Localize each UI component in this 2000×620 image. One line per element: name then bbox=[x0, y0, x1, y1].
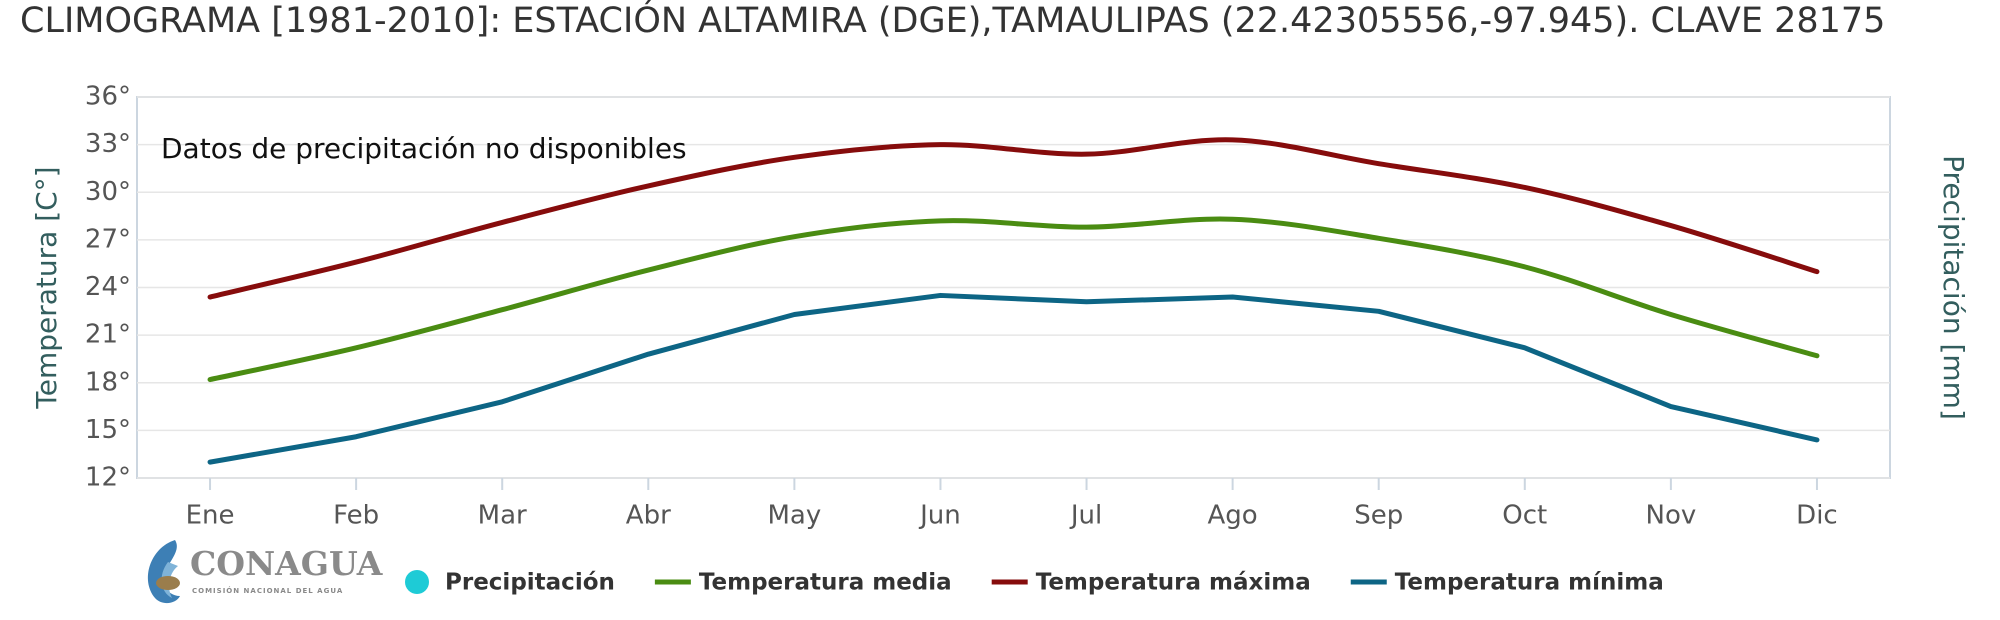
legend-item: Temperatura media bbox=[654, 570, 952, 596]
x-tick-label: Oct bbox=[1502, 501, 1547, 531]
x-tick-label: Jul bbox=[1069, 501, 1102, 531]
chart-title: CLIMOGRAMA [1981-2010]: ESTACIÓN ALTAMIR… bbox=[20, 1, 1886, 41]
y-axis-title: Temperatura [C°] bbox=[30, 166, 63, 409]
legend-item: Precipitación bbox=[405, 570, 615, 596]
logo-name: CONAGUA bbox=[190, 544, 383, 583]
y-tick-label: 18° bbox=[85, 367, 131, 397]
legend-item: Temperatura mínima bbox=[1350, 570, 1664, 596]
y2-axis-title: Precipitación [mm] bbox=[1937, 155, 1970, 420]
logo-icon bbox=[147, 540, 180, 604]
x-tick-label: Jun bbox=[918, 501, 961, 531]
y-tick-label: 27° bbox=[85, 224, 131, 254]
x-tick-label: May bbox=[767, 501, 821, 531]
legend-item: Temperatura máxima bbox=[991, 570, 1311, 596]
logo-subtitle: COMISIÓN NACIONAL DEL AGUA bbox=[192, 586, 343, 595]
x-tick-label: Ago bbox=[1208, 501, 1258, 531]
legend-label: Temperatura mínima bbox=[1395, 570, 1664, 596]
legend-label: Temperatura media bbox=[699, 570, 952, 596]
legend-label: Temperatura máxima bbox=[1036, 570, 1311, 596]
legend-label: Precipitación bbox=[445, 570, 615, 596]
annotation: Datos de precipitación no disponibles bbox=[161, 132, 687, 165]
x-tick-label: Sep bbox=[1354, 501, 1403, 531]
y-tick-label: 15° bbox=[85, 415, 131, 445]
y-tick-label: 12° bbox=[85, 463, 131, 493]
series-line bbox=[207, 292, 1820, 465]
y-tick-label: 36° bbox=[85, 82, 131, 112]
series-line bbox=[207, 137, 1820, 300]
x-tick-label: Dic bbox=[1796, 501, 1838, 531]
y-tick-label: 33° bbox=[85, 129, 131, 159]
y-tick-label: 24° bbox=[85, 272, 131, 302]
y-tick-label: 21° bbox=[85, 320, 131, 350]
legend-symbol bbox=[405, 570, 429, 594]
x-tick-label: Mar bbox=[478, 501, 527, 531]
series-line bbox=[207, 216, 1820, 383]
x-tick-label: Ene bbox=[186, 501, 235, 531]
x-tick-label: Feb bbox=[333, 501, 379, 531]
x-tick-label: Nov bbox=[1646, 501, 1697, 531]
y-tick-label: 30° bbox=[85, 177, 131, 207]
x-tick-label: Abr bbox=[626, 501, 671, 531]
